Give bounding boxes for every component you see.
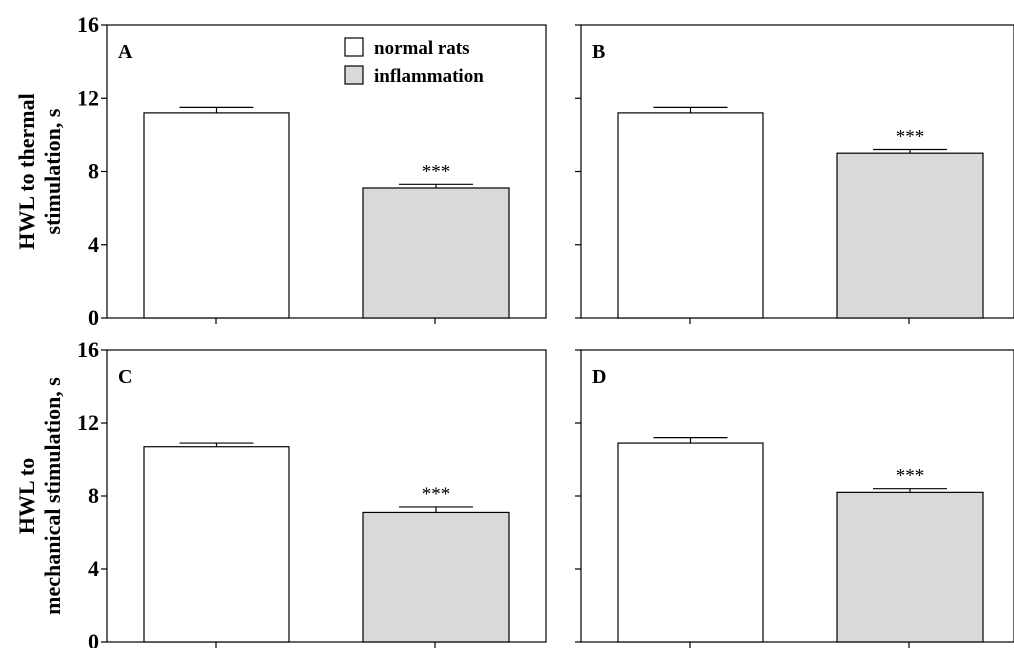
y-tick-label: 4 <box>88 232 99 257</box>
y-axis-label-line: HWL to <box>14 458 39 534</box>
legend: normal rats inflammation <box>344 37 484 87</box>
significance-label: *** <box>896 466 925 487</box>
bar-normal-rats <box>143 446 290 643</box>
bar-normal-rats <box>143 112 290 319</box>
panel-c: 0 4 8 12 16 *** C HWL tomechanical stimulation,… <box>14 337 547 653</box>
panel-letter: D <box>592 366 606 388</box>
legend-swatch <box>344 37 364 57</box>
bar-inflammation <box>362 187 510 319</box>
significance-label: *** <box>422 161 451 182</box>
y-axis-label-line: HWL to thermal <box>14 93 39 249</box>
panel-b: *** B <box>575 24 1014 324</box>
y-tick-label: 8 <box>88 159 99 184</box>
y-tick-label: 16 <box>77 12 99 37</box>
y-axis-label: HWL tomechanical stimulation, s <box>14 377 65 615</box>
significance-label: *** <box>896 127 925 148</box>
legend-label: normal rats <box>374 38 470 59</box>
y-axis-label-line: stimulation, s <box>40 108 65 234</box>
y-tick-label: 0 <box>88 305 99 330</box>
bar-inflammation <box>836 152 984 319</box>
legend-swatch <box>344 65 364 85</box>
legend-label: inflammation <box>374 66 484 87</box>
panel-letter: B <box>592 41 605 63</box>
bar-inflammation <box>836 491 984 643</box>
panel-letter: A <box>118 41 133 63</box>
y-tick-label: 4 <box>88 556 99 581</box>
panel-d: *** D <box>575 349 1014 648</box>
panel-letter: C <box>118 366 132 388</box>
bar-normal-rats <box>617 442 764 643</box>
y-tick-label: 8 <box>88 483 99 508</box>
y-tick-label: 16 <box>77 337 99 362</box>
y-tick-label: 12 <box>77 410 99 435</box>
y-axis-label: HWL to thermalstimulation, s <box>14 93 65 249</box>
significance-label: *** <box>422 484 451 505</box>
y-tick-label: 12 <box>77 85 99 110</box>
y-axis-label-line: mechanical stimulation, s <box>40 377 65 615</box>
y-tick-label: 0 <box>88 629 99 648</box>
panel-a: 0 4 8 12 16 *** A HWL to thermalstimulation, s <box>14 12 547 330</box>
bar-normal-rats <box>617 112 764 319</box>
bar-inflammation <box>362 511 510 643</box>
